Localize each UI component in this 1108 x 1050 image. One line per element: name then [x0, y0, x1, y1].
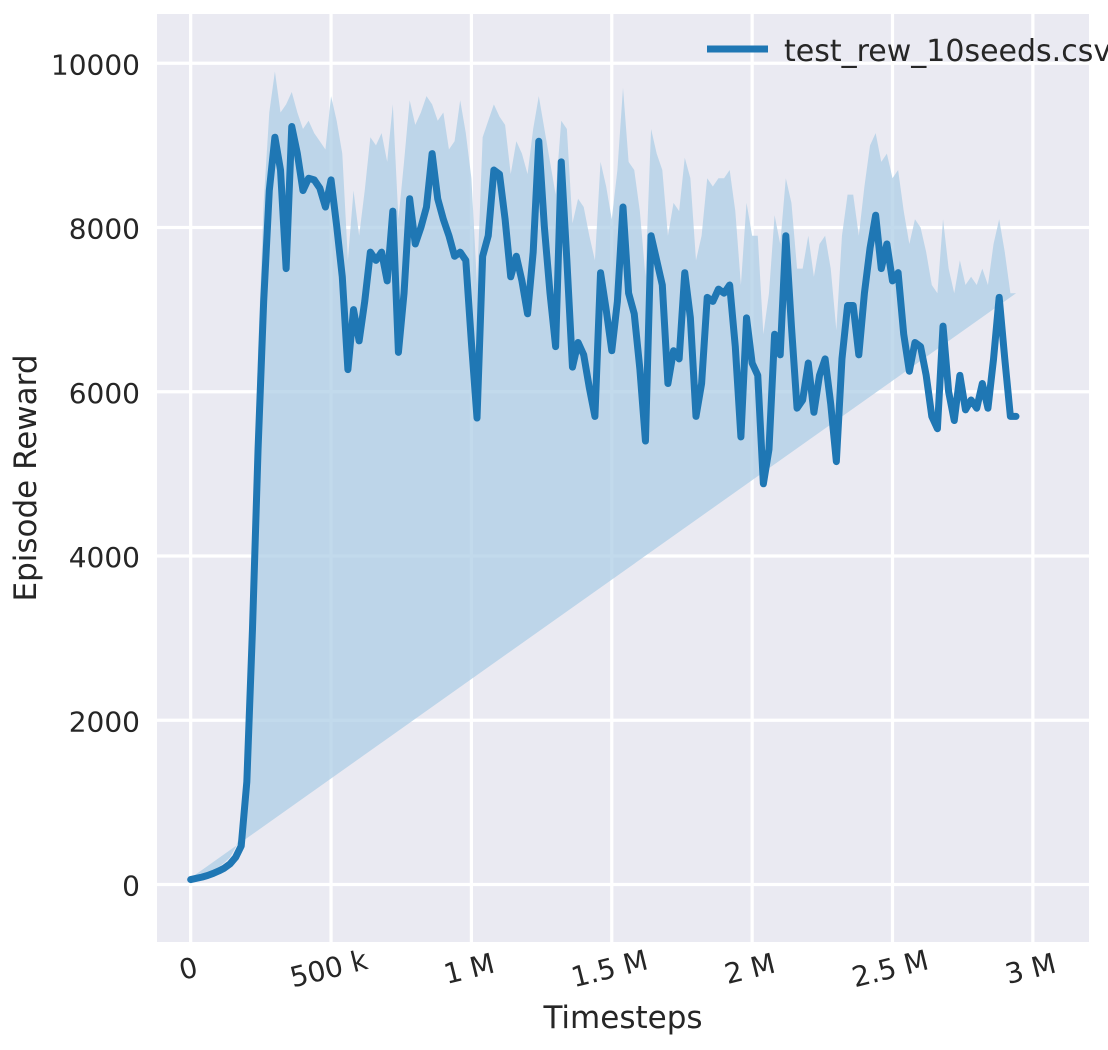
y-tick-labels: 0 2000 4000 6000 8000 10000 [51, 48, 140, 902]
y-tick-label-4: 8000 [69, 213, 140, 246]
y-tick-label-3: 6000 [69, 377, 140, 410]
y-tick-label-2: 4000 [69, 541, 140, 574]
y-tick-label-0: 0 [122, 870, 140, 903]
y-tick-label-1: 2000 [69, 705, 140, 738]
y-tick-label-5: 10000 [51, 48, 140, 81]
line-0 [187, 123, 1020, 884]
legend-item-label: test_rew_10seeds.csv [784, 34, 1108, 69]
legend[interactable]: test_rew_10seeds.csv [707, 34, 1108, 69]
x-axis-label: Timesteps [542, 1000, 702, 1036]
y-axis-label: Episode Reward [8, 354, 44, 601]
series-line [187, 123, 1020, 884]
